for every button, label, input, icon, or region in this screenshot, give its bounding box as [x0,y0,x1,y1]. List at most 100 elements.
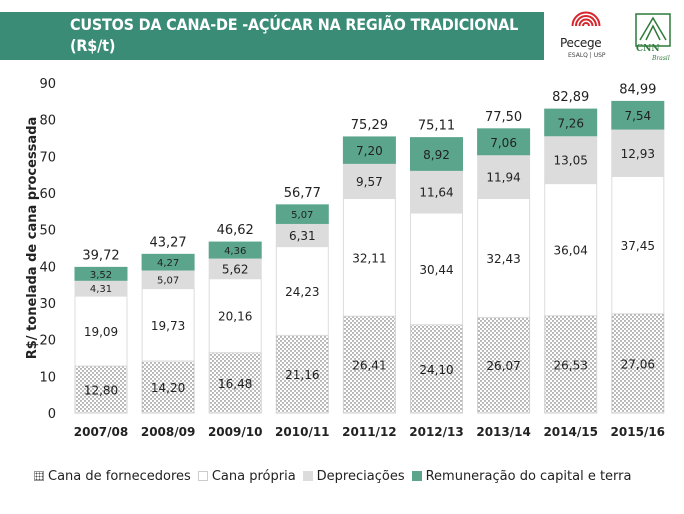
bar-segment [611,100,665,130]
data-label: 24,10 [419,363,453,377]
data-label: 19,73 [151,319,185,333]
total-label: 75,29 [351,118,388,133]
bar-segment [342,197,396,317]
data-label: 6,31 [289,229,316,243]
bar-segment [477,128,531,156]
chart-title: CUSTOS DA CANA-DE -AÇÚCAR NA REGIÃO TRAD… [70,15,519,55]
legend-item-remuneracao: Remuneração do capital e terra [411,468,632,484]
bar-segment [208,352,262,414]
bar-segment [74,365,128,414]
data-label: 32,43 [486,252,520,266]
data-label: 12,80 [84,384,118,398]
bar-segment [410,212,463,326]
total-label: 43,27 [149,235,186,250]
total-label: 82,89 [552,90,589,105]
legend-label: Depreciações [316,468,405,484]
x-tick-label: 2011/12 [342,425,396,439]
data-label: 36,04 [554,244,588,258]
y-tick-label: 20 [39,334,56,349]
total-label: 39,72 [82,248,119,263]
data-label: 24,23 [285,285,319,299]
x-tick-label: 2007/08 [74,425,128,439]
y-tick-label: 0 [48,407,56,422]
bar-segment [477,198,531,318]
y-tick-label: 30 [39,297,56,312]
cnn-subtitle: Brasil [652,55,670,62]
bar-segment [342,315,396,414]
legend-swatch-green [411,471,422,481]
total-label: 77,50 [485,110,522,125]
bar-segment [141,253,195,271]
x-tick-label: 2012/13 [409,425,463,439]
bar-segment [275,334,329,414]
legend-label: Cana própria [211,468,296,484]
y-tick-label: 10 [39,370,56,385]
data-label: 20,16 [218,310,252,324]
data-label: 7,20 [356,144,383,158]
x-tick-label: 2013/14 [476,425,530,439]
y-tick-label: 60 [39,187,56,202]
x-tick-label: 2014/15 [543,425,597,439]
y-tick-label: 70 [39,150,56,165]
bar-segment [208,241,262,259]
legend-label: Cana de fornecedores [48,468,191,484]
total-label: 84,99 [619,82,656,97]
data-label: 27,06 [621,357,655,371]
data-label: 21,16 [285,368,319,382]
bar-segment [544,183,598,317]
bar-segment [74,295,128,367]
data-label: 5,07 [291,210,313,221]
data-label: 7,06 [490,136,517,150]
data-label: 9,57 [356,175,383,189]
data-label: 30,44 [419,263,453,277]
x-tick-label: 2015/16 [611,425,665,439]
data-label: 4,36 [224,246,246,257]
data-label: 8,92 [423,148,450,162]
x-tick-label: 2010/11 [275,425,329,439]
data-label: 12,93 [621,147,655,161]
legend: Cana de fornecedores Cana própria Deprec… [34,466,674,486]
bar-segment [141,288,195,362]
cnn-name: CNN [636,44,660,54]
pecege-subtitle: ESALQ | USP [568,52,606,59]
data-label: 32,11 [352,251,386,265]
data-label: 13,05 [554,154,588,168]
bar-segment [410,324,463,414]
data-label: 5,07 [157,275,179,286]
data-label: 3,52 [90,270,112,281]
y-tick-label: 90 [39,77,56,92]
data-label: 11,94 [486,171,520,185]
legend-item-cana-propria: Cana própria [197,468,296,484]
bar-segment [544,108,598,137]
data-label: 4,31 [90,284,112,295]
x-tick-label: 2008/09 [141,425,195,439]
bar-segment [342,136,396,164]
data-label: 26,53 [554,358,588,372]
data-label: 26,07 [486,359,520,373]
y-tick-label: 40 [39,260,56,275]
pecege-name: Pecege [560,36,602,50]
data-label: 11,64 [419,186,453,200]
bar-segment [275,246,329,336]
total-label: 46,62 [217,223,254,238]
pecege-logo-icon [570,11,671,47]
bar-segment [275,204,329,224]
data-label: 4,27 [157,258,179,269]
y-tick-label: 80 [39,114,56,129]
bar-segment [477,154,531,199]
x-tick-label: 2009/10 [208,425,262,439]
y-axis-label: R$/ tonelada de cana processada [25,117,40,360]
data-label: 19,09 [84,325,118,339]
bar-segment [611,313,665,414]
stacked-bar-chart: R$/ tonelada de cana processada 0 10 20 30 4… [25,77,665,439]
data-label: 7,54 [624,109,651,123]
legend-label: Remuneração do capital e terra [425,468,632,484]
total-label: 75,11 [418,119,455,134]
y-tick-label: 50 [39,224,56,239]
title-band [0,12,544,60]
bar-segment [410,169,463,214]
bar-segment [477,316,531,414]
bar-segment [208,278,262,354]
legend-item-cana-fornecedores: Cana de fornecedores [34,469,191,484]
data-label: 5,62 [222,262,249,276]
